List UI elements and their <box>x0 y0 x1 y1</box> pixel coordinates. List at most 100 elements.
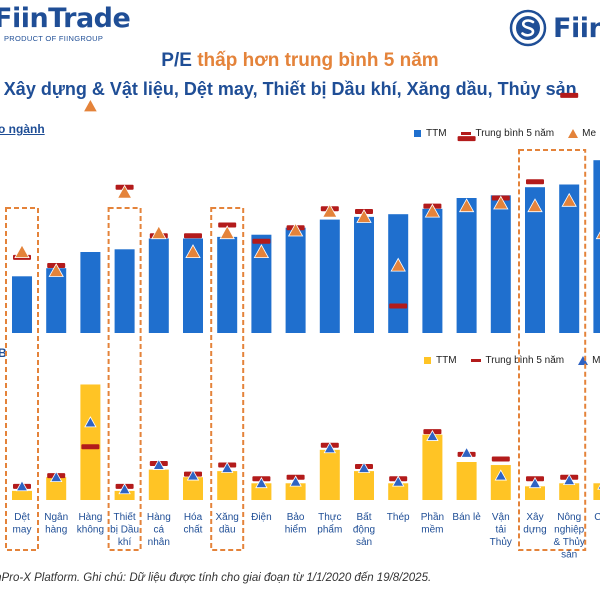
pe-avg5y-marker <box>560 92 579 98</box>
pb-ttm-bar <box>285 483 306 500</box>
category-label: Vận tải Thủy <box>490 512 512 548</box>
fiingroup-logo: FiinG <box>509 9 600 47</box>
pb-median-marker <box>84 416 97 428</box>
legend-label-ttm: TTM <box>426 128 447 139</box>
pe-median-marker <box>253 244 270 259</box>
fiintrade-brand: FiinTrade <box>0 3 131 34</box>
pe-ttm-bar <box>422 208 443 333</box>
category-label: Chu <box>594 512 600 523</box>
legend-item-ttm-b: TTM <box>424 355 457 366</box>
pb-median-marker <box>528 476 542 489</box>
bottom-legend: TTM Trung bình 5 năm Me <box>424 355 600 366</box>
legend-item-avg: Trung bình 5 năm <box>460 128 554 139</box>
pe-ttm-bar <box>319 219 340 333</box>
pe-ttm-bar <box>46 268 67 333</box>
pb-ttm-bar <box>183 477 203 500</box>
pb-ttm-bar <box>456 462 477 500</box>
pe-avg5y-marker <box>252 238 271 244</box>
pe-median-marker <box>561 192 577 207</box>
pe-avg5y-marker <box>218 222 237 228</box>
category-label: Dệt may <box>13 512 32 536</box>
pb-ttm-bar <box>525 486 545 500</box>
pe-median-marker <box>287 222 304 237</box>
pb-ttm-bar <box>388 483 409 500</box>
pe-median-marker <box>14 244 30 259</box>
category-label: Xăng dầu <box>216 512 239 536</box>
fiingroup-brand: FiinG <box>553 12 600 44</box>
top-legend: TTM Trung bình 5 năm Me <box>414 128 600 139</box>
pe-median-marker <box>48 263 64 277</box>
category-label: Hóa chất <box>184 512 203 536</box>
legend-item-median-b: Me <box>578 355 600 366</box>
fiingroup-emblem-icon <box>509 9 547 47</box>
pe-median-marker <box>424 203 441 218</box>
pe-median-marker <box>219 225 235 240</box>
pb-ttm-bar <box>80 384 101 500</box>
legend-dash <box>460 132 471 135</box>
pb-median-marker <box>186 469 200 481</box>
pb-ttm-bar <box>593 483 600 500</box>
pe-ttm-bar <box>525 187 545 333</box>
highlight-box <box>518 149 587 551</box>
legend-label-avg-b: Trung bình 5 năm <box>485 355 565 366</box>
legend-item-avg-b: Trung bình 5 năm <box>470 355 565 366</box>
pb-ttm-bar <box>422 434 443 500</box>
legend-label-median-b: Me <box>592 355 600 366</box>
category-label: Nông nghiệp & Thủy sản <box>553 512 585 561</box>
pb-ttm-bar <box>217 471 238 500</box>
pb-median-marker <box>15 479 29 492</box>
pe-avg5y-marker <box>526 179 544 185</box>
category-label: Hàng không <box>77 512 104 536</box>
title-part1: P/E <box>161 50 198 71</box>
legend-dash <box>470 359 481 362</box>
pb-ttm-bar <box>12 490 32 500</box>
fiintrade-logo: FiinTrade PRODUCT OF FIINGROUP <box>0 3 131 44</box>
pb-median-marker <box>392 475 405 487</box>
category-label: Bất động sản <box>353 511 375 548</box>
legend-swatch <box>414 130 421 137</box>
pb-median-marker <box>426 429 439 441</box>
legend-item-ttm: TTM <box>414 128 447 139</box>
pe-ttm-bar <box>593 160 600 333</box>
pe-ttm-bar <box>12 276 32 333</box>
pe-median-marker <box>185 244 201 259</box>
pe-ttm-bar <box>559 184 580 333</box>
category-label: Thực phẩm <box>317 512 342 536</box>
highlight-box <box>5 207 39 551</box>
pb-ttm-bar <box>319 449 340 500</box>
pe-median-marker <box>390 257 406 272</box>
pe-median-marker <box>151 225 167 240</box>
legend-label-ttm-b: TTM <box>436 355 457 366</box>
pb-avg5y-marker <box>81 444 100 450</box>
chart-title: P/E thấp hơn trung bình 5 năm <box>0 50 600 72</box>
pe-ttm-bar <box>114 249 135 333</box>
legend-item-median: Me <box>568 128 596 139</box>
pe-median-marker <box>322 203 338 218</box>
pe-ttm-bar <box>388 214 409 333</box>
pb-median-marker <box>50 470 63 483</box>
pe-ttm-bar <box>183 238 203 333</box>
pe-ttm-bar <box>285 227 306 333</box>
pb-median-marker <box>323 441 336 454</box>
highlight-box <box>210 207 245 551</box>
category-label: Bảo hiểm <box>285 512 307 536</box>
pb-avg5y-marker <box>491 456 510 462</box>
chart-subtitle: ở Xây dựng & Vật liệu, Dệt may, Thiết bị… <box>0 79 577 99</box>
pe-median-marker <box>493 195 509 210</box>
pe-avg5y-marker <box>184 233 202 239</box>
pb-median-marker <box>460 446 473 458</box>
category-label: Phần mềm <box>421 511 444 536</box>
pe-ttm-bar <box>80 252 101 333</box>
legend-swatch <box>424 357 431 364</box>
category-label: Thép <box>387 512 410 523</box>
pb-ttm-bar <box>490 465 511 500</box>
pe-median-marker <box>82 98 99 113</box>
pb-median-marker <box>255 476 268 489</box>
category-label: Hàng cá nhân <box>147 512 171 548</box>
pb-median-marker <box>597 484 600 490</box>
pb-median-marker <box>357 461 371 473</box>
pe-avg5y-marker <box>389 303 408 309</box>
pe-ttm-bar <box>490 195 511 333</box>
legend-triangle <box>578 356 589 365</box>
pe-ttm-bar <box>217 236 238 333</box>
